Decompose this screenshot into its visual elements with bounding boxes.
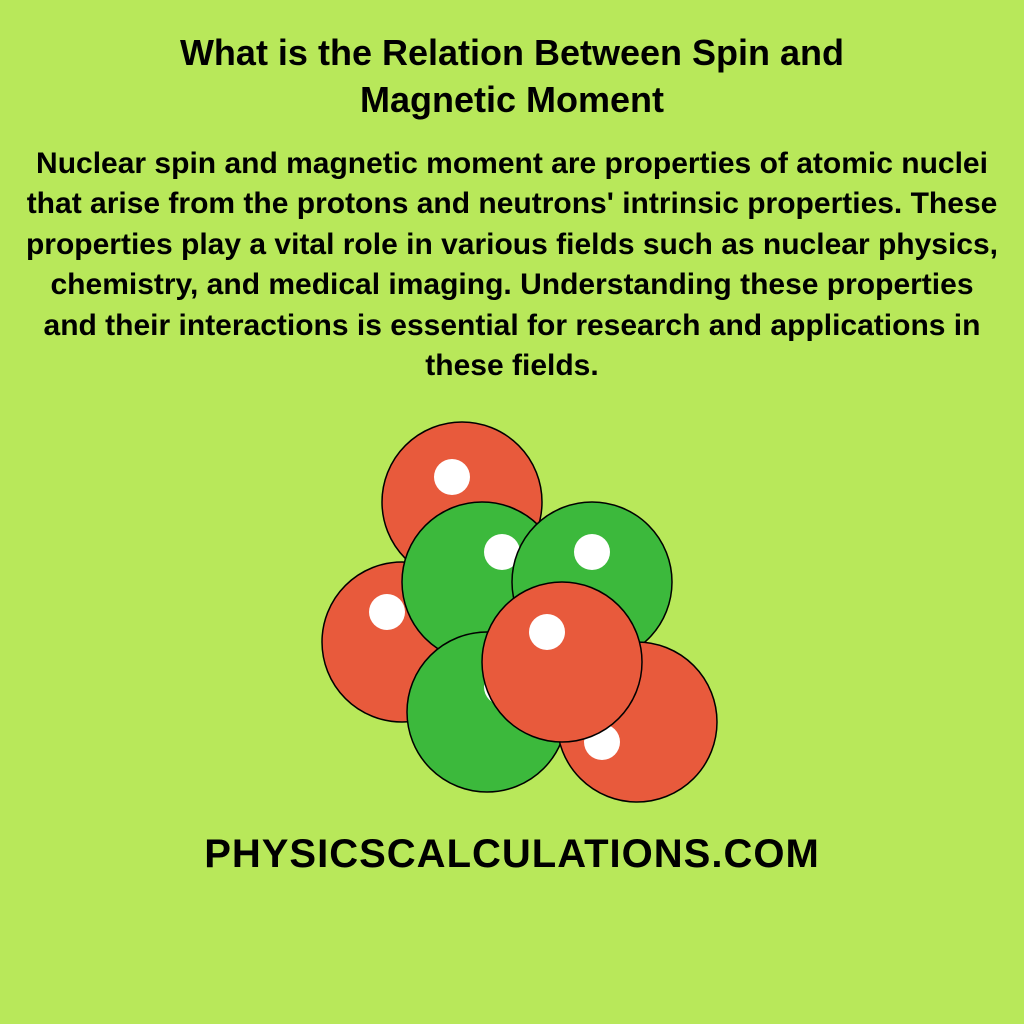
nucleon-highlight xyxy=(529,614,565,650)
nucleus-diagram xyxy=(302,402,722,822)
body-paragraph: Nuclear spin and magnetic moment are pro… xyxy=(20,144,1004,387)
footer-brand: PHYSICSCALCULATIONS.COM xyxy=(204,832,820,877)
nucleon-highlight xyxy=(574,534,610,570)
nucleon-sphere xyxy=(482,582,642,742)
nucleus-svg xyxy=(302,402,722,822)
nucleon-highlight xyxy=(434,459,470,495)
nucleon-highlight xyxy=(369,594,405,630)
page-title: What is the Relation Between Spin and Ma… xyxy=(102,30,922,124)
